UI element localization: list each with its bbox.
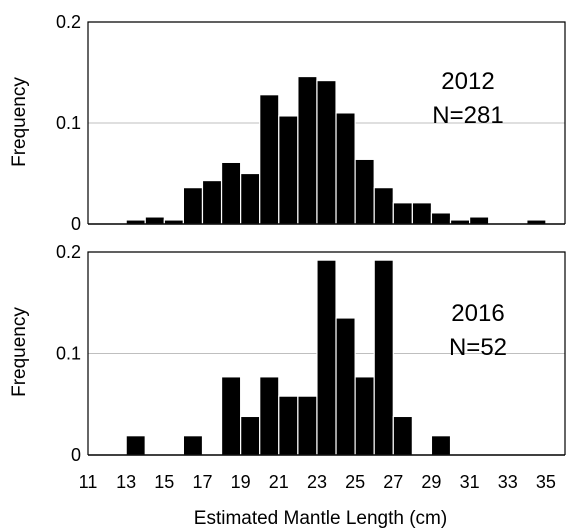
histogram-bar [316,79,337,225]
histogram-bar [125,435,146,456]
x-tick-label: 33 [498,472,518,492]
x-tick-label: 35 [536,472,556,492]
histogram-bar [297,395,318,456]
year-annotation: 2012 [441,68,494,95]
histogram-bar [316,259,337,456]
histogram-bar [469,216,490,225]
histogram-bar [182,187,204,225]
histogram-bar [411,202,433,225]
y-tick-label: 0 [71,445,81,465]
x-tick-label: 17 [192,472,212,492]
histogram-bar [430,212,452,225]
histogram-bar [392,202,413,225]
x-tick-label: 29 [421,472,441,492]
histogram-bar [297,75,318,225]
y-tick-label: 0.1 [56,113,81,133]
histogram-bar [259,376,280,456]
histogram-bar [240,415,261,456]
x-axis-label: Estimated Mantle Length (cm) [194,508,447,529]
histogram-bar [182,435,204,456]
histogram-bar [335,317,356,456]
plot-frame [87,21,566,224]
histogram-bar [201,179,223,225]
x-tick-label: 27 [383,472,403,492]
x-tick-label: 13 [116,472,136,492]
year-annotation: 2016 [451,300,504,327]
sample-size-annotation: N=281 [432,102,503,129]
y-tick-label: 0.2 [56,242,81,262]
histogram-bar [430,435,452,456]
y-tick-label: 0.1 [56,344,81,364]
histogram-bar [373,187,394,225]
x-tick-label: 21 [269,472,289,492]
histogram-bar [373,259,394,456]
histogram-bar [144,216,165,225]
y-tick-label: 0.2 [56,12,81,32]
x-tick-label: 31 [460,472,480,492]
x-tick-label: 25 [345,472,365,492]
histogram-bar [392,415,413,456]
sample-size-annotation: N=52 [449,334,507,361]
plot-frame [87,251,566,455]
histogram-bar [259,94,280,225]
histogram-bar [354,376,375,456]
histogram-bar [278,395,299,456]
x-tick-label: 11 [79,472,98,492]
histogram-bar [335,112,356,225]
histogram-bar [220,161,242,225]
x-tick-label: 23 [307,472,327,492]
x-tick-label: 15 [154,472,174,492]
histogram-bar [278,115,299,225]
histogram-bar [240,172,261,225]
y-axis-label: Frequency [9,307,30,397]
histogram-bar [354,158,375,225]
y-tick-label: 0 [71,214,81,234]
y-axis-label: Frequency [9,77,30,167]
histogram-bar [220,376,242,456]
x-tick-label: 19 [231,472,251,492]
